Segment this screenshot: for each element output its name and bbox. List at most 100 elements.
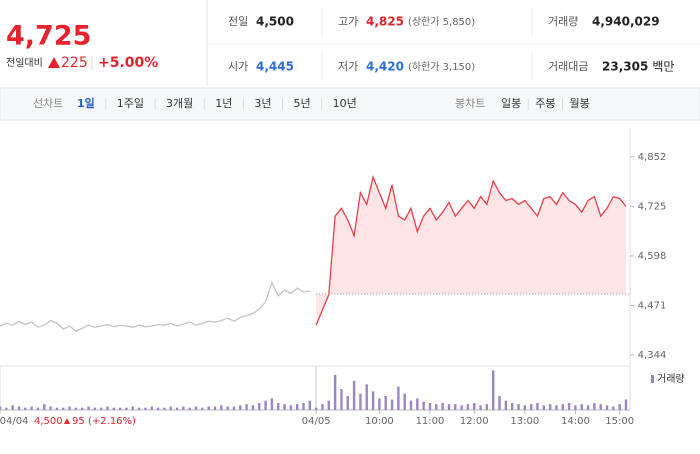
volume-bar xyxy=(74,407,78,410)
volume-bar xyxy=(264,400,267,410)
volume-bar xyxy=(460,405,463,410)
volume-bar xyxy=(68,406,71,410)
prev-close: 4,500 xyxy=(34,416,63,427)
volume-bar xyxy=(207,406,210,410)
period-tab[interactable]: 3년 xyxy=(254,97,271,110)
volume-bar xyxy=(510,403,514,410)
x-tick-label: 04/05 xyxy=(302,416,331,427)
price: 4,725 xyxy=(6,21,91,52)
volume-bar xyxy=(371,391,375,410)
volume-bar xyxy=(346,396,349,410)
volume-legend: 거래량 xyxy=(657,373,685,385)
volume-bar xyxy=(473,403,476,410)
volume-bar xyxy=(321,404,324,410)
volume-bar xyxy=(536,403,539,410)
y-tick-label: 4,471 xyxy=(638,300,667,311)
volume-bar xyxy=(441,403,444,410)
prev-change: 95 xyxy=(72,416,85,427)
volume-bar xyxy=(144,407,147,410)
volume-bar xyxy=(479,405,482,410)
x-tick-label: 11:00 xyxy=(416,416,445,427)
volume-bar xyxy=(251,405,255,410)
volume-bar xyxy=(523,405,527,410)
volume-bar xyxy=(201,407,204,410)
volume-bar xyxy=(340,389,343,410)
period-tab[interactable]: 5년 xyxy=(294,97,311,110)
volume-bar xyxy=(131,406,134,410)
volume-bar xyxy=(586,405,590,410)
period-tab[interactable]: 3개월 xyxy=(166,97,193,110)
volume-bar xyxy=(428,403,432,410)
x-tick-label: 14:00 xyxy=(561,416,590,427)
volume-bar xyxy=(365,384,368,410)
volume-bar xyxy=(308,400,312,410)
tab-bar xyxy=(0,87,700,121)
volume-bar xyxy=(593,403,596,410)
volume-bar xyxy=(529,404,533,410)
volume-bar xyxy=(182,406,185,410)
volume-bar xyxy=(99,407,103,410)
stat-label: 거래대금 xyxy=(548,60,588,73)
x-tick-label: 15:00 xyxy=(605,416,634,427)
stat-note: (상한가 5,850) xyxy=(408,16,475,28)
volume-bar xyxy=(194,406,198,410)
volume-bar xyxy=(36,407,40,410)
volume-bar xyxy=(213,406,217,410)
volume-bar xyxy=(30,406,33,410)
volume-bar xyxy=(62,407,65,410)
volume-bar xyxy=(125,407,128,410)
volume-bar xyxy=(384,396,387,410)
volume-bar xyxy=(599,404,602,410)
volume-bar xyxy=(87,406,90,410)
volume-bar xyxy=(416,398,419,410)
candle-tab[interactable]: 월봉 xyxy=(570,97,590,110)
period-tab[interactable]: 10년 xyxy=(333,97,357,110)
volume-bar xyxy=(239,405,242,410)
volume-bar xyxy=(0,406,2,410)
period-tab[interactable]: 1주일 xyxy=(117,96,144,110)
volume-bar xyxy=(150,406,153,410)
up-icon xyxy=(64,418,70,424)
volume-bar xyxy=(333,375,337,410)
volume-bar xyxy=(409,400,413,410)
volume-bar xyxy=(163,407,166,410)
volume-bar xyxy=(403,393,406,410)
volume-bar xyxy=(175,407,179,410)
volume-bar xyxy=(314,407,318,410)
stat-label: 전일 xyxy=(228,14,248,28)
volume-bar xyxy=(580,404,583,410)
x-tick-label: 13:00 xyxy=(510,416,539,427)
area xyxy=(316,177,626,326)
tab-label: 선차트 xyxy=(33,97,63,110)
volume-bar xyxy=(232,406,236,410)
volume-bar xyxy=(11,405,14,410)
volume-bar xyxy=(93,407,97,410)
volume-bar xyxy=(137,407,141,410)
volume-bar xyxy=(517,404,520,410)
volume-bar xyxy=(492,370,495,410)
volume-bar xyxy=(624,399,628,410)
volume-bar xyxy=(156,407,160,410)
period-tab[interactable]: 1일 xyxy=(77,96,95,110)
volume-panel xyxy=(0,365,631,411)
stat-label: 시가 xyxy=(228,60,248,73)
stat-value: 4,940,029 xyxy=(592,15,660,29)
candle-tab[interactable]: 일봉 xyxy=(501,96,521,110)
y-tick-label: 4,852 xyxy=(638,152,667,163)
change: 225 xyxy=(61,55,88,71)
volume-bar xyxy=(24,407,27,410)
volume-bar xyxy=(327,400,331,410)
volume-bar xyxy=(81,407,84,410)
volume-bar xyxy=(270,398,274,410)
volume-bar xyxy=(226,406,229,410)
y-tick-label: 4,344 xyxy=(638,350,667,361)
y-tick-label: 4,725 xyxy=(638,201,667,212)
candle-tab[interactable]: 주봉 xyxy=(535,97,555,110)
period-tab[interactable]: 1년 xyxy=(215,97,232,110)
change-label: 전일대비 xyxy=(6,57,43,69)
volume-bar xyxy=(188,407,191,410)
volume-legend-swatch xyxy=(651,375,654,383)
volume-bar xyxy=(5,407,8,410)
volume-bar xyxy=(555,405,558,410)
